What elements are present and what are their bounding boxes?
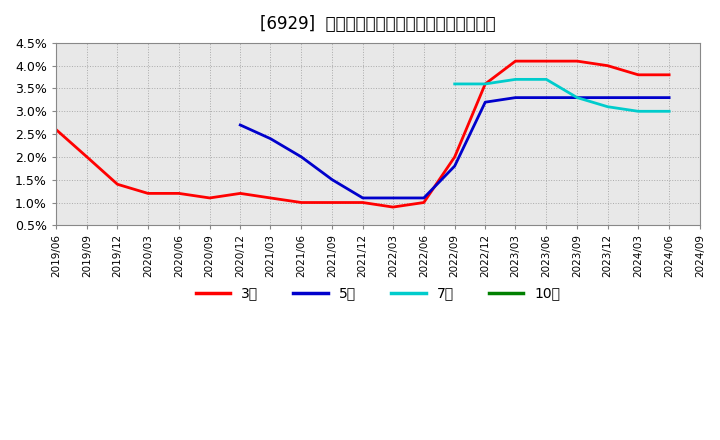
Title: [6929]  当期純利益マージンの標準偏差の推移: [6929] 当期純利益マージンの標準偏差の推移 [260,15,496,33]
Legend: 3年, 5年, 7年, 10年: 3年, 5年, 7年, 10年 [190,281,566,306]
